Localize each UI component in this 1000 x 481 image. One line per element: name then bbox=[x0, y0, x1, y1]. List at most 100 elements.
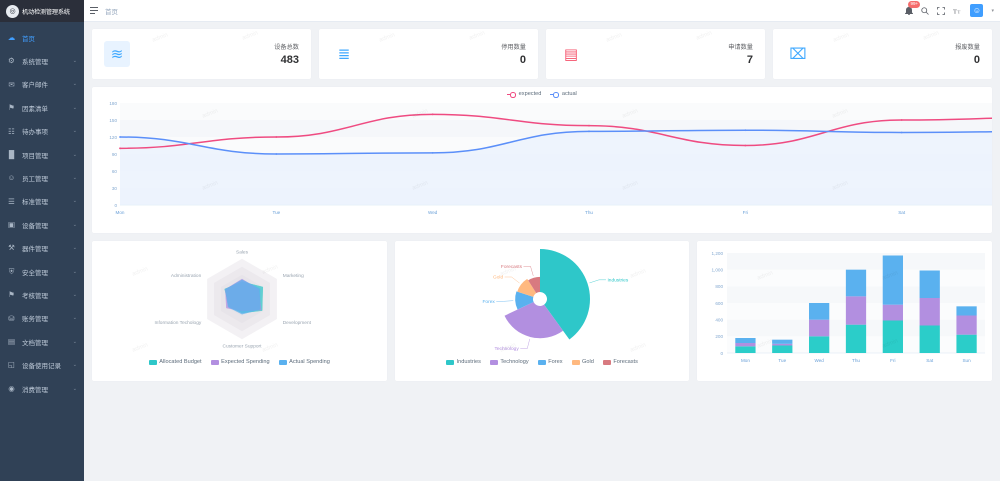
bottom-chart-row: Sales Marketing Development Customer Suppor… bbox=[92, 241, 993, 381]
sidebar-item-9[interactable]: ⚒ 器件管理 ⌄ bbox=[0, 237, 84, 260]
chart-tick-label: Administration bbox=[171, 273, 202, 279]
review-icon: ⚑ bbox=[8, 290, 15, 300]
bar-segment[interactable] bbox=[883, 320, 904, 354]
pie-slice-0[interactable] bbox=[539, 249, 590, 340]
sidebar-item-4[interactable]: ☷ 待办事项 ⌄ bbox=[0, 120, 84, 143]
sidebar-item-7[interactable]: ☰ 标准管理 ⌄ bbox=[0, 190, 84, 213]
sidebar-item-3[interactable]: ⚑ 因素清单 ⌄ bbox=[0, 96, 84, 119]
chevron-down-icon[interactable]: ▾ bbox=[991, 7, 994, 14]
chart-tick-label: 200 bbox=[716, 334, 724, 339]
bar-segment[interactable] bbox=[809, 303, 830, 320]
bar-segment[interactable] bbox=[883, 304, 904, 321]
legend-item[interactable]: Forex bbox=[537, 359, 563, 365]
bar-segment[interactable] bbox=[919, 270, 941, 299]
bar-segment[interactable] bbox=[809, 319, 830, 337]
stat-text: 申请数量 7 bbox=[728, 42, 753, 66]
bar-segment[interactable] bbox=[956, 315, 978, 335]
chart-tick-label: Fri bbox=[743, 210, 748, 215]
legend-item[interactable]: Gold bbox=[571, 359, 594, 365]
legend-item[interactable]: Industries bbox=[446, 359, 481, 365]
breadcrumb[interactable]: 首页 bbox=[105, 8, 118, 16]
bell-icon[interactable]: 99+ bbox=[905, 1, 921, 15]
radar-chart-legend: Allocated Budget Expected Spending Actual … bbox=[92, 359, 387, 365]
chart-tick-label: 60 bbox=[112, 169, 118, 174]
record-icon: ◱ bbox=[7, 360, 16, 370]
legend-swatch bbox=[537, 359, 546, 365]
stat-card-3[interactable]: ⌧ 报废数量 0 admin admin bbox=[773, 29, 992, 79]
legend-item[interactable]: Forecasts bbox=[602, 359, 638, 365]
chart-tick-label: Gold bbox=[493, 275, 503, 281]
stat-text: 报废数量 0 bbox=[955, 42, 980, 66]
menu-toggle-icon[interactable] bbox=[90, 7, 98, 14]
bar-segment[interactable] bbox=[809, 336, 830, 353]
sidebar-item-14[interactable]: ◱ 设备使用记录 ⌄ bbox=[0, 353, 84, 376]
watermark: admin bbox=[378, 32, 396, 44]
sidebar-item-12[interactable]: ⛁ 账务管理 ⌄ bbox=[0, 307, 84, 330]
sidebar-item-13[interactable]: ▤ 文档管理 ⌄ bbox=[0, 330, 84, 353]
legend-label: Forecasts bbox=[613, 359, 638, 365]
chart-tick-label: 150 bbox=[109, 118, 117, 123]
stat-card-2[interactable]: ▤ 申请数量 7 admin admin bbox=[546, 29, 765, 79]
legend-swatch bbox=[278, 359, 287, 365]
pie-slice-1[interactable] bbox=[504, 301, 563, 339]
bar-segment[interactable] bbox=[735, 338, 756, 343]
legend-item[interactable]: expected bbox=[507, 91, 541, 98]
pie-slice-4[interactable] bbox=[527, 276, 540, 294]
data-point bbox=[900, 131, 903, 134]
legend-item[interactable]: Expected Spending bbox=[210, 359, 270, 365]
bar-segment[interactable] bbox=[735, 343, 756, 347]
avatar[interactable]: ☺ bbox=[970, 4, 984, 17]
svg-text:T: T bbox=[953, 8, 957, 15]
legend-item[interactable]: actual bbox=[550, 91, 577, 98]
sidebar-item-label: 考核管理 bbox=[22, 292, 48, 300]
chart-tick-label: Fri bbox=[891, 358, 896, 363]
bar-segment[interactable] bbox=[956, 334, 978, 353]
sidebar-item-0[interactable]: ☁ 首页 bbox=[0, 26, 84, 49]
grid-band bbox=[120, 103, 992, 120]
sidebar-item-5[interactable]: █ 项目管理 ⌄ bbox=[0, 143, 84, 166]
legend-swatch bbox=[210, 359, 219, 365]
bar-segment[interactable] bbox=[846, 324, 867, 353]
list-icon: ☰ bbox=[8, 196, 15, 206]
bar-segment[interactable] bbox=[956, 306, 978, 316]
bar-segment[interactable] bbox=[772, 343, 793, 346]
chart-tick-label: Sat bbox=[927, 358, 935, 363]
pie-leader-line bbox=[495, 300, 513, 302]
pie-slice-2[interactable] bbox=[514, 291, 534, 310]
flag-icon: ⚑ bbox=[8, 103, 15, 113]
legend-item[interactable]: Technology bbox=[489, 359, 529, 365]
data-point bbox=[744, 144, 747, 147]
fullscreen-icon[interactable] bbox=[937, 6, 946, 15]
bar-segment[interactable] bbox=[846, 296, 867, 325]
bar-segment[interactable] bbox=[883, 255, 904, 305]
sidebar-item-8[interactable]: ▣ 设备管理 ⌄ bbox=[0, 213, 84, 236]
bar-segment[interactable] bbox=[772, 345, 793, 354]
bar-segment[interactable] bbox=[772, 339, 793, 344]
data-point bbox=[119, 136, 121, 138]
bar-segment[interactable] bbox=[919, 298, 941, 326]
sidebar-item-2[interactable]: ✉ 客户邮件 ⌄ bbox=[0, 73, 84, 96]
chart-tick-label: 800 bbox=[716, 284, 724, 289]
chart-tick-label: Forecasts bbox=[501, 264, 523, 270]
pie-slice-3[interactable] bbox=[516, 278, 536, 297]
search-icon[interactable] bbox=[921, 6, 930, 15]
bar-segment[interactable] bbox=[735, 346, 756, 353]
sidebar-item-6[interactable]: ☺ 员工管理 ⌄ bbox=[0, 166, 84, 189]
radar-chart-panel: Sales Marketing Development Customer Suppor… bbox=[92, 241, 387, 381]
shield-icon: ⛨ bbox=[8, 266, 15, 276]
legend-item[interactable]: Actual Spending bbox=[278, 359, 330, 365]
sidebar-item-1[interactable]: ⚙ 系统管理 ⌄ bbox=[0, 49, 84, 72]
bar-segment[interactable] bbox=[919, 325, 941, 354]
sidebar-item-15[interactable]: ◉ 消费管理 ⌄ bbox=[0, 377, 84, 400]
stat-card-0[interactable]: ≋ 设备总数 483 admin admin bbox=[92, 29, 311, 79]
sidebar-item-11[interactable]: ⚑ 考核管理 ⌄ bbox=[0, 283, 84, 306]
line-chart-panel: expected actual 0 30 60 90 120 150 180 Mon Tue We… bbox=[92, 87, 992, 233]
sidebar-item-10[interactable]: ⛨ 安全管理 ⌄ bbox=[0, 260, 84, 283]
chart-tick-label: 600 bbox=[716, 301, 724, 306]
stat-card-1[interactable]: ≣ 停用数量 0 admin admin bbox=[319, 29, 538, 79]
chevron-down-icon: ⌄ bbox=[72, 175, 77, 182]
app-logo[interactable]: ◎ 机动检测管理系统 bbox=[0, 0, 84, 22]
legend-item[interactable]: Allocated Budget bbox=[148, 359, 202, 365]
bar-segment[interactable] bbox=[846, 269, 867, 297]
